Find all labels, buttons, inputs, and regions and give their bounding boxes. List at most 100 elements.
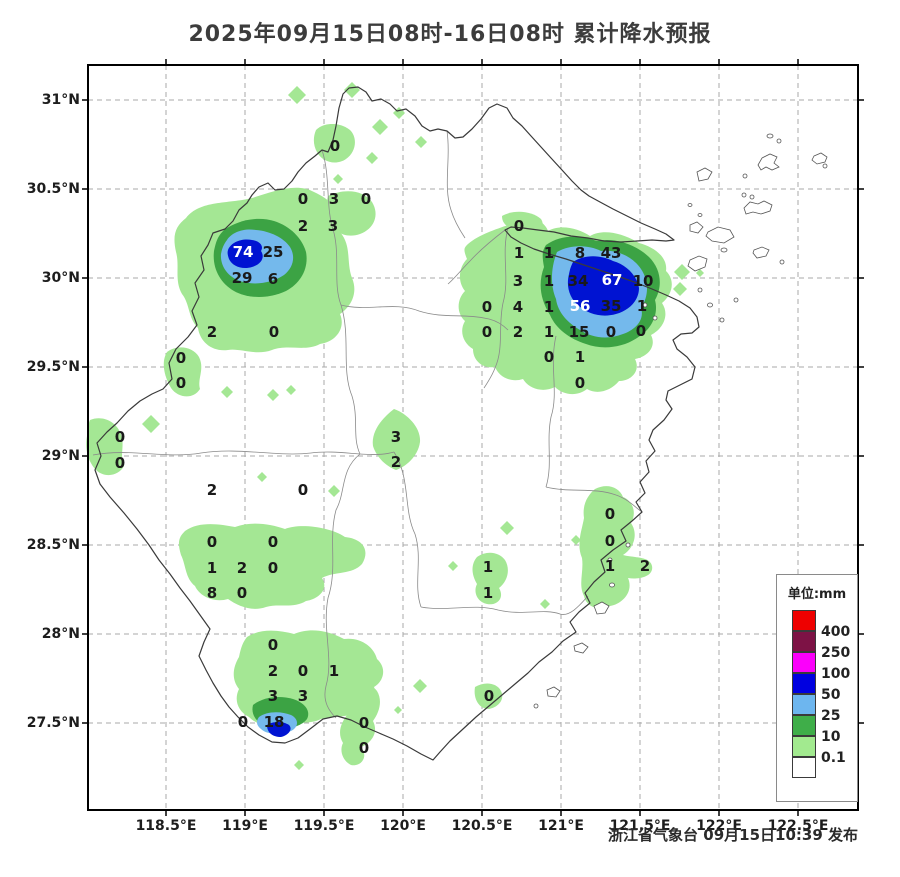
lat-tick-label: 29.5°N <box>26 359 80 375</box>
map-value-label: 4 <box>512 298 524 316</box>
legend-threshold-label: 10 <box>821 729 841 745</box>
lon-tick-label: 119.5°E <box>293 818 355 834</box>
map-value-label: 2 <box>390 453 402 471</box>
map-value-label: 1 <box>206 559 218 577</box>
map-value-label: 1 <box>482 558 494 576</box>
legend-threshold-label: 50 <box>821 687 841 703</box>
map-value-label: 1 <box>574 348 586 366</box>
map-value-label: 0 <box>358 739 370 757</box>
map-value-label: 2 <box>206 481 218 499</box>
map-value-label: 3 <box>328 190 340 208</box>
map-value-label: 3 <box>267 687 279 705</box>
precip-regions-dark-blue <box>227 239 639 737</box>
map-value-label: 10 <box>632 272 654 290</box>
legend-title: 单位:mm <box>787 587 847 602</box>
map-value-label: 0 <box>483 687 495 705</box>
map-value-label: 1 <box>482 584 494 602</box>
lon-tick-label: 121.5°E <box>609 818 671 834</box>
lon-tick-label: 122°E <box>696 818 742 834</box>
lat-tick-label: 27.5°N <box>26 715 80 731</box>
map-value-label: 0 <box>267 559 279 577</box>
map-value-label: 0 <box>329 137 341 155</box>
legend-threshold-label: 400 <box>821 624 851 640</box>
map-value-label: 3 <box>390 428 402 446</box>
lat-tick-label: 31°N <box>41 92 80 108</box>
map-value-label: 74 <box>232 243 254 261</box>
map-value-label: 6 <box>267 270 279 288</box>
map-value-label: 56 <box>569 297 591 315</box>
legend-swatch <box>792 631 816 652</box>
map-value-label: 0 <box>513 217 525 235</box>
map-value-label: 0 <box>358 714 370 732</box>
map-value-label: 0 <box>604 505 616 523</box>
map-value-label: 0 <box>237 713 249 731</box>
map-value-label: 2 <box>639 557 651 575</box>
plot-border <box>87 64 859 811</box>
lat-tick-label: 30°N <box>41 270 80 286</box>
map-value-label: 0 <box>360 190 372 208</box>
map-value-label: 3 <box>512 272 524 290</box>
legend-threshold-label: 100 <box>821 666 851 682</box>
map-value-label: 0 <box>297 190 309 208</box>
map-value-label: 0 <box>574 374 586 392</box>
map-value-label: 0 <box>175 374 187 392</box>
map-value-label: 1 <box>604 557 616 575</box>
map-value-label: 67 <box>601 271 623 289</box>
map-value-label: 1 <box>543 244 555 262</box>
plot-background <box>88 65 858 810</box>
map-value-label: 0 <box>267 533 279 551</box>
map-value-label: 1 <box>636 297 648 315</box>
map-value-label: 0 <box>236 584 248 602</box>
lat-tick-label: 29°N <box>41 448 80 464</box>
map-value-label: 15 <box>568 323 590 341</box>
legend-swatch <box>792 757 816 778</box>
lon-tick-label: 118.5°E <box>135 818 197 834</box>
legend-swatch <box>792 652 816 673</box>
map-value-label: 2 <box>297 217 309 235</box>
lat-tick-label: 28°N <box>41 626 80 642</box>
map-value-label: 2 <box>206 323 218 341</box>
map-value-label: 0 <box>604 532 616 550</box>
lat-tick-label: 28.5°N <box>26 537 80 553</box>
map-value-label: 0 <box>175 349 187 367</box>
legend-swatch <box>792 610 816 631</box>
map-value-label: 0 <box>481 298 493 316</box>
axis-ticks <box>82 59 864 816</box>
map-value-label: 3 <box>297 687 309 705</box>
map-value-label: 0 <box>543 348 555 366</box>
map-value-label: 0 <box>605 323 617 341</box>
map-value-label: 1 <box>513 244 525 262</box>
map-value-label: 43 <box>600 244 622 262</box>
map-value-label: 1 <box>543 298 555 316</box>
legend-box: 单位:mm 400 250 100 50 25 10 0.1 <box>776 574 858 802</box>
map-value-label: 0 <box>114 428 126 446</box>
map-value-label: 0 <box>635 322 647 340</box>
island-outlines <box>533 133 828 709</box>
page-title: 2025年09月15日08时-16日08时 累计降水预报 <box>188 22 712 47</box>
map-value-label: 0 <box>268 323 280 341</box>
map-value-label: 25 <box>262 243 284 261</box>
map-value-label: 1 <box>543 323 555 341</box>
legend-swatch <box>792 673 816 694</box>
lon-tick-label: 120.5°E <box>451 818 513 834</box>
legend-threshold-label: 25 <box>821 708 841 724</box>
map-value-label: 3 <box>327 217 339 235</box>
attribution-text: 浙江省气象台 09月15日10:39 发布 <box>608 826 858 844</box>
lon-tick-label: 120°E <box>380 818 426 834</box>
lon-tick-label: 119°E <box>222 818 268 834</box>
map-value-label: 0 <box>114 454 126 472</box>
legend-swatch <box>792 736 816 757</box>
county-boundaries <box>92 130 643 719</box>
legend-swatch <box>792 694 816 715</box>
lat-tick-label: 30.5°N <box>26 181 80 197</box>
map-value-label: 34 <box>567 272 589 290</box>
map-value-label: 1 <box>543 272 555 290</box>
map-value-label: 0 <box>206 533 218 551</box>
lon-tick-label: 121°E <box>538 818 584 834</box>
map-value-label: 0 <box>267 636 279 654</box>
map-value-label: 35 <box>600 297 622 315</box>
legend-swatch <box>792 715 816 736</box>
map-value-label: 0 <box>481 323 493 341</box>
map-value-label: 1 <box>328 662 340 680</box>
